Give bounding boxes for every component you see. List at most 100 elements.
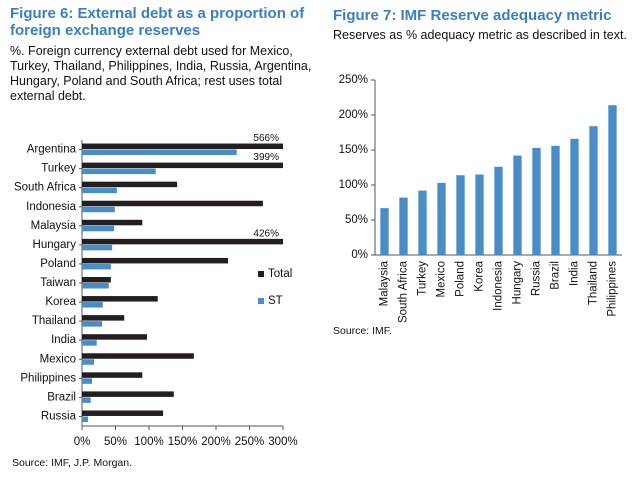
chart-source: Source: IMF. [333, 325, 392, 337]
y-tick-label: Brazil [47, 391, 76, 403]
right-chart: 0% 50% 100% 150% 200% 250% Malaysia South Afric… [339, 74, 622, 323]
bar [82, 263, 111, 270]
y-tick-label: 200% [339, 109, 368, 121]
value-label: 566% [253, 133, 279, 144]
bar [551, 145, 560, 255]
x-tick-label: 150% [168, 436, 197, 448]
y-tick-label: 250% [339, 74, 368, 86]
bar [513, 155, 522, 255]
x-tick-label: 0% [74, 436, 91, 448]
y-tick-label: 0% [351, 249, 368, 261]
x-tick-label: India [569, 260, 581, 286]
bar [82, 391, 174, 397]
y-tick-label: Indonesia [26, 201, 76, 213]
bar [82, 302, 103, 308]
x-tick-label: Poland [455, 261, 467, 297]
bar [589, 126, 598, 255]
bar [82, 378, 93, 384]
x-tick-label: 300% [268, 436, 297, 448]
bars [82, 143, 283, 422]
legend-swatch [258, 271, 264, 277]
bar [82, 416, 89, 422]
bar [82, 397, 91, 403]
y-tick-label: Russia [41, 410, 77, 422]
bar [608, 105, 617, 255]
bar [399, 197, 408, 255]
left-chart: 0% 50% 100% 150% 200% 250% 300% Argentina 566% Tu… [14, 133, 298, 448]
y-tick-label: India [51, 334, 77, 346]
bar [82, 200, 263, 207]
y-tick-label: Turkey [41, 163, 76, 175]
chart-source: Source: IMF, J.P. Morgan. [12, 457, 133, 469]
x-tick-label: Brazil [550, 261, 562, 290]
bar [82, 277, 111, 283]
x-tick-label: 50% [104, 436, 127, 448]
y-tick-label: Philippines [20, 372, 76, 384]
x-tick-label: Turkey [417, 261, 429, 296]
bar [82, 353, 194, 359]
bar [82, 296, 158, 302]
bar [82, 244, 113, 251]
bar [82, 187, 117, 194]
chart-title: Figure 7: IMF Reserve adequacy metric [333, 7, 612, 24]
y-tick-label: Mexico [40, 353, 76, 365]
bar [475, 174, 484, 255]
x-tick-label: 200% [201, 436, 230, 448]
x-tick-label: Philippines [607, 261, 619, 317]
bar [82, 410, 164, 416]
x-tick-label: 100% [134, 436, 163, 448]
bar [437, 182, 446, 255]
y-tick-label: Thailand [32, 315, 76, 327]
x-tick-label: Russia [531, 260, 543, 296]
bar [494, 166, 503, 255]
chart-subtitle: Reserves as % adequacy metric as describ… [333, 28, 627, 42]
bar [532, 147, 541, 255]
bar [82, 219, 143, 226]
bar [82, 359, 95, 365]
x-tick-label: South Africa [398, 260, 410, 323]
bar [82, 321, 103, 327]
y-tick-label: Korea [45, 296, 76, 308]
y-tick-label: Poland [40, 258, 76, 270]
bar [418, 190, 427, 255]
bar [82, 162, 283, 169]
y-tick-label: 50% [345, 214, 368, 226]
x-tick-label: Thailand [588, 261, 600, 305]
value-label: 426% [253, 229, 279, 240]
bar [82, 181, 178, 188]
x-tick-label: 250% [235, 436, 264, 448]
bar [570, 138, 579, 255]
bar [82, 257, 229, 264]
value-label: 399% [253, 152, 279, 163]
legend-swatch [258, 298, 264, 304]
x-tick-label: Hungary [512, 261, 524, 305]
y-tick-label: Malaysia [31, 220, 77, 232]
y-tick-label: 100% [339, 179, 368, 191]
x-tick-label: Malaysia [379, 260, 391, 306]
x-tick-label: Indonesia [493, 260, 505, 310]
legend-label: Total [268, 268, 292, 280]
bar [82, 149, 237, 156]
bar [82, 238, 283, 245]
bar [82, 315, 125, 321]
x-tick-label: Korea [474, 260, 486, 291]
legend-label: ST [268, 295, 283, 307]
chart-title: Figure 6: External debt as a proportion … [10, 5, 305, 39]
bar [380, 208, 389, 255]
bar [82, 168, 156, 175]
y-tick-label: Argentina [27, 144, 77, 156]
y-tick-label: 150% [339, 144, 368, 156]
chart-subtitle: %. Foreign currency external debt used f… [10, 44, 312, 103]
bar [82, 334, 147, 340]
bar [82, 225, 115, 232]
x-tick-label: Mexico [436, 261, 448, 297]
bar [82, 340, 97, 346]
y-tick-label: South Africa [14, 182, 77, 194]
y-tick-label: Hungary [33, 239, 77, 251]
bar [82, 283, 109, 289]
bar [82, 372, 143, 378]
bar [82, 143, 283, 150]
bar [82, 206, 115, 213]
